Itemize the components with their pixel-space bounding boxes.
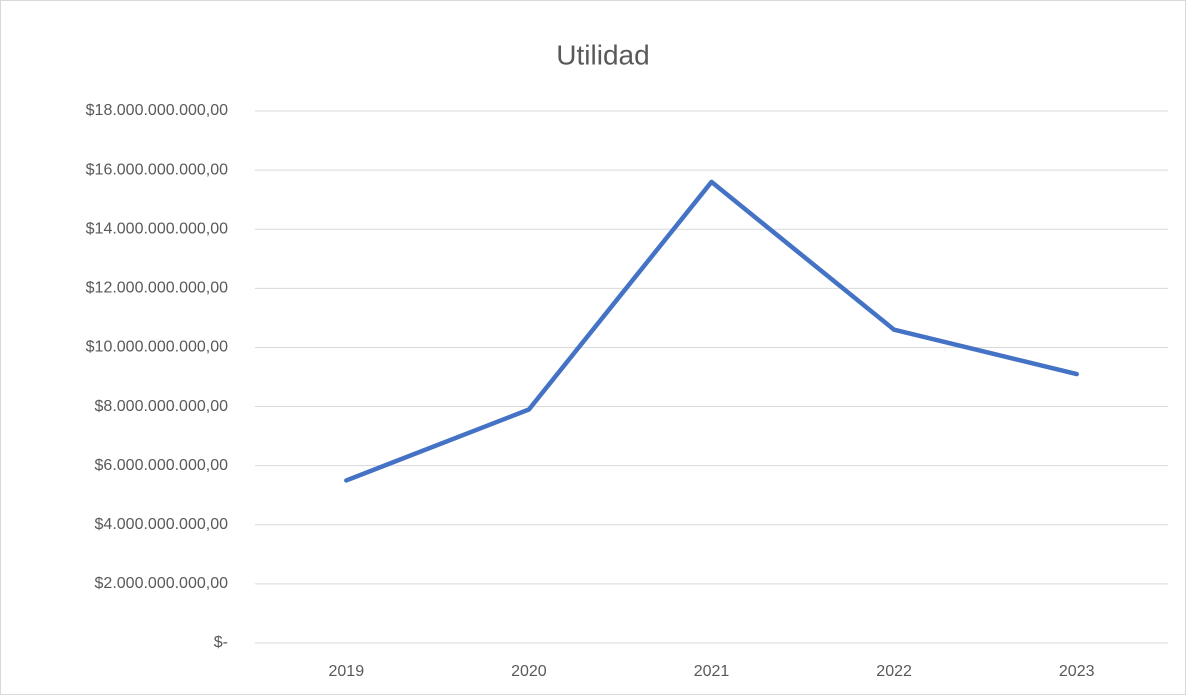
y-tick-label: $18.000.000.000,00 xyxy=(86,102,228,119)
y-tick-label: $8.000.000.000,00 xyxy=(95,398,229,415)
y-tick-label: $10.000.000.000,00 xyxy=(86,339,228,356)
x-tick-label: 2020 xyxy=(511,663,547,680)
chart-title: Utilidad xyxy=(556,39,649,70)
x-tick-label: 2021 xyxy=(694,663,730,680)
y-tick-label: $12.000.000.000,00 xyxy=(86,280,228,297)
y-tick-label: $14.000.000.000,00 xyxy=(86,220,228,237)
line-series xyxy=(344,179,1079,483)
y-tick-label: $6.000.000.000,00 xyxy=(95,457,229,474)
y-tick-label: $- xyxy=(214,634,228,651)
y-tick-label: $16.000.000.000,00 xyxy=(86,161,228,178)
y-tick-label: $4.000.000.000,00 xyxy=(95,516,229,533)
x-tick-label: 2023 xyxy=(1059,663,1095,680)
y-tick-label: $2.000.000.000,00 xyxy=(95,575,229,592)
x-tick-label: 2022 xyxy=(876,663,912,680)
x-tick-label: 2019 xyxy=(329,663,365,680)
